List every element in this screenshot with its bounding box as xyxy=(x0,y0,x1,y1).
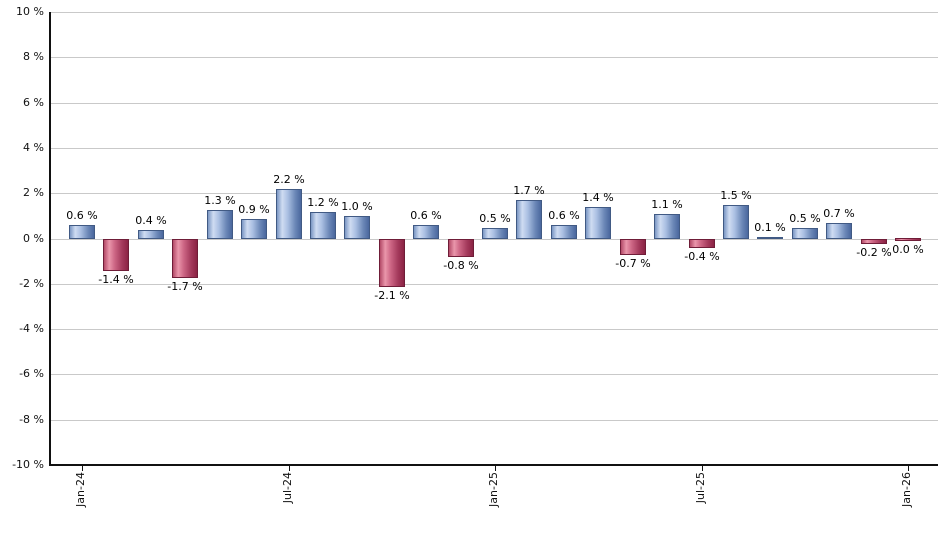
gridline xyxy=(50,239,938,240)
bar-value-label: -0.7 % xyxy=(615,257,651,270)
bar xyxy=(344,216,370,239)
bar xyxy=(861,239,887,244)
gridline xyxy=(50,103,938,104)
bar xyxy=(654,214,680,239)
bar xyxy=(241,219,267,239)
x-axis-tick-label: Jan-25 xyxy=(487,472,500,507)
bar-value-label: 0.5 % xyxy=(789,212,821,225)
bar-value-label: 0.4 % xyxy=(135,214,167,227)
bar xyxy=(516,200,542,239)
bar-value-label: 0.7 % xyxy=(823,207,855,220)
bar xyxy=(757,237,783,239)
gridline xyxy=(50,329,938,330)
bar xyxy=(379,239,405,287)
bar-value-label: 1.2 % xyxy=(307,196,339,209)
bar-value-label: 1.5 % xyxy=(720,189,752,202)
bar xyxy=(723,205,749,239)
bar-value-label: -0.4 % xyxy=(684,250,720,263)
bar-value-label: 1.0 % xyxy=(341,200,373,213)
bar-value-label: -0.2 % xyxy=(856,246,892,259)
bar xyxy=(448,239,474,257)
bar-value-label: -1.7 % xyxy=(167,280,203,293)
bar xyxy=(895,238,921,241)
bar-value-label: 2.2 % xyxy=(273,173,305,186)
y-axis-tick-label: 6 % xyxy=(23,96,44,109)
bar-value-label: 1.4 % xyxy=(582,191,614,204)
gridline xyxy=(50,420,938,421)
gridline xyxy=(50,148,938,149)
gridline xyxy=(50,284,938,285)
gridline xyxy=(50,57,938,58)
bar xyxy=(792,228,818,239)
bar xyxy=(103,239,129,271)
bar xyxy=(585,207,611,239)
x-axis-tick xyxy=(702,465,703,471)
bar-value-label: 0.9 % xyxy=(238,203,270,216)
y-axis-tick-label: -10 % xyxy=(12,458,44,471)
bar-value-label: 1.1 % xyxy=(651,198,683,211)
bar-value-label: 0.6 % xyxy=(548,209,580,222)
x-axis-tick-label: Jul-24 xyxy=(281,472,294,504)
bar-value-label: 1.7 % xyxy=(513,184,545,197)
bar xyxy=(207,210,233,239)
y-axis-tick-label: -2 % xyxy=(19,277,44,290)
gridline xyxy=(50,12,938,13)
y-axis-tick-label: 0 % xyxy=(23,232,44,245)
bar-value-label: -1.4 % xyxy=(98,273,134,286)
bar xyxy=(172,239,198,278)
y-axis-tick-label: 4 % xyxy=(23,141,44,154)
bar-value-label: 0.0 % xyxy=(892,243,924,256)
bar-value-label: 0.1 % xyxy=(754,221,786,234)
bar xyxy=(138,230,164,239)
bar-value-label: 0.6 % xyxy=(66,209,98,222)
x-axis-tick xyxy=(495,465,496,471)
bar xyxy=(689,239,715,248)
bar-value-label: -0.8 % xyxy=(443,259,479,272)
x-axis-tick-label: Jul-25 xyxy=(694,472,707,504)
y-axis-tick-label: -6 % xyxy=(19,367,44,380)
y-axis-line xyxy=(49,12,51,465)
gridline xyxy=(50,374,938,375)
bar-value-label: 0.6 % xyxy=(410,209,442,222)
bar xyxy=(413,225,439,239)
bar xyxy=(826,223,852,239)
bar xyxy=(620,239,646,255)
x-axis-tick xyxy=(908,465,909,471)
x-axis-line xyxy=(49,464,938,466)
bar-value-label: -2.1 % xyxy=(374,289,410,302)
x-axis-tick-label: Jan-26 xyxy=(900,472,913,507)
x-axis-tick xyxy=(289,465,290,471)
y-axis-tick-label: -4 % xyxy=(19,322,44,335)
bar xyxy=(310,212,336,239)
bar-value-label: 1.3 % xyxy=(204,194,236,207)
y-axis-tick-label: 8 % xyxy=(23,50,44,63)
bar xyxy=(69,225,95,239)
x-axis-tick xyxy=(82,465,83,471)
gridline xyxy=(50,193,938,194)
y-axis-tick-label: -8 % xyxy=(19,413,44,426)
bar xyxy=(551,225,577,239)
x-axis-tick-label: Jan-24 xyxy=(74,472,87,507)
y-axis-tick-label: 2 % xyxy=(23,186,44,199)
bar-value-label: 0.5 % xyxy=(479,212,511,225)
bar xyxy=(482,228,508,239)
bar xyxy=(276,189,302,239)
y-axis-tick-label: 10 % xyxy=(16,5,44,18)
